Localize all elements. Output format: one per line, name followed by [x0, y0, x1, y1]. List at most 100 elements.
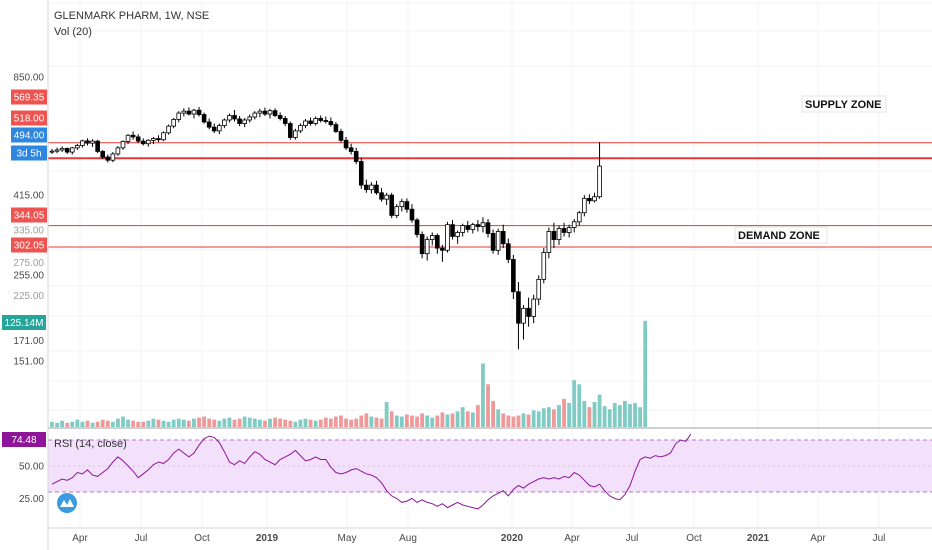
candle-body [166, 125, 171, 134]
volume-bar [212, 419, 217, 428]
volume-bar [460, 407, 465, 428]
price-tick-label-partial: 225.00 [13, 291, 44, 302]
candle-body [257, 110, 263, 114]
volume-bar [146, 420, 151, 428]
candle-body [465, 225, 471, 230]
candle-body [369, 184, 374, 191]
candle-body [338, 131, 344, 141]
volume-bar [617, 405, 622, 428]
volume-bar [369, 416, 374, 428]
candle-body [414, 219, 420, 235]
price-tag-label: 344.05 [14, 211, 45, 222]
time-tick-label: 2019 [256, 533, 279, 544]
candle-body [59, 148, 65, 151]
candle-body [526, 307, 531, 317]
time-axis: Apr Jul Oct 2019 May Aug 2020 Apr Jul Oct 2021 Apr J… [72, 533, 885, 544]
volume-bar [273, 417, 277, 428]
volume-bar [202, 416, 206, 428]
volume-bar [552, 409, 556, 428]
volume-bar [384, 402, 389, 428]
volume-bar [318, 419, 323, 428]
volume-bar [171, 419, 176, 428]
volume-bar [308, 419, 313, 428]
volume-bar [526, 414, 531, 428]
price-tick-label-partial: 335.00 [13, 225, 44, 236]
symbol-legend[interactable]: GLENMARK PHARM, 1W, NSE [54, 10, 209, 22]
volume-bar [278, 418, 283, 428]
candle-body [399, 201, 405, 208]
time-tick-label: May [338, 533, 357, 544]
rsi-band [48, 439, 932, 493]
volume-bar [288, 420, 293, 428]
volume-bar [633, 403, 637, 428]
volume-bar [450, 413, 455, 428]
volume-bar [161, 420, 166, 428]
time-tick-label: Apr [810, 533, 826, 544]
candle-body [69, 147, 75, 153]
volume-bar [638, 407, 643, 428]
volume-bar [475, 405, 480, 428]
time-tick-label: Aug [399, 533, 417, 544]
volume-bar [298, 419, 303, 428]
rsi-legend[interactable]: RSI (14, close) [54, 438, 127, 450]
candle-body [597, 165, 602, 198]
volume-bar [186, 420, 191, 428]
price-tick-label: 255.00 [13, 270, 44, 281]
candle-body [546, 231, 552, 253]
price-tag-label: 569.35 [14, 93, 45, 104]
candle-body [95, 140, 100, 152]
volume-bar [577, 384, 582, 428]
volume-bar [95, 421, 100, 428]
volume-bar [465, 411, 470, 428]
candle-body [379, 192, 384, 200]
volume-bar [257, 419, 262, 428]
candle-body [318, 118, 324, 121]
volume-bar [192, 418, 196, 428]
candle-body [460, 225, 465, 233]
volume-bar [70, 421, 75, 428]
price-candles [49, 106, 602, 350]
rsi-tick-label: 50.00 [19, 462, 44, 473]
volume-legend[interactable]: Vol (20) [54, 26, 92, 38]
volume-bar [207, 418, 212, 428]
volume-bar [247, 417, 252, 428]
time-tick-label: 2021 [747, 533, 770, 544]
candle-body [353, 151, 359, 162]
candle-body [587, 197, 592, 202]
volume-bar [334, 416, 338, 428]
price-tag-bg [11, 89, 47, 105]
volume-bar [237, 418, 242, 428]
candle-body [445, 224, 450, 251]
logo-mark-icon [60, 499, 74, 507]
candle-body [242, 119, 247, 124]
candle-body [222, 119, 227, 127]
candle-body [282, 118, 288, 124]
volume-bar [50, 421, 54, 428]
candle-body [186, 110, 192, 115]
tradingview-logo[interactable] [57, 493, 77, 513]
volume-bar [410, 415, 414, 428]
time-tick-label: Jul [873, 533, 886, 544]
candle-body [485, 222, 491, 234]
volume-bar [481, 363, 485, 428]
volume-bar [612, 403, 617, 428]
volume-bar [405, 414, 409, 428]
candle-body [384, 194, 389, 200]
candle-body [475, 224, 481, 227]
price-tick-label: 415.00 [13, 190, 44, 201]
price-tick-label: 850.00 [13, 72, 44, 83]
volume-bar [323, 417, 328, 428]
price-tag-label: 494.00 [14, 131, 45, 142]
zone-label-box [734, 226, 828, 244]
candle-body [358, 161, 364, 186]
candle-body [394, 206, 400, 216]
volume-bar [126, 419, 130, 428]
rsi-polyline [51, 433, 692, 510]
candle-body [424, 239, 430, 255]
volume-bar [486, 384, 490, 428]
candle-body [303, 120, 308, 127]
candle-body [287, 123, 293, 138]
candle-body [90, 140, 95, 144]
candle-body [80, 140, 85, 146]
